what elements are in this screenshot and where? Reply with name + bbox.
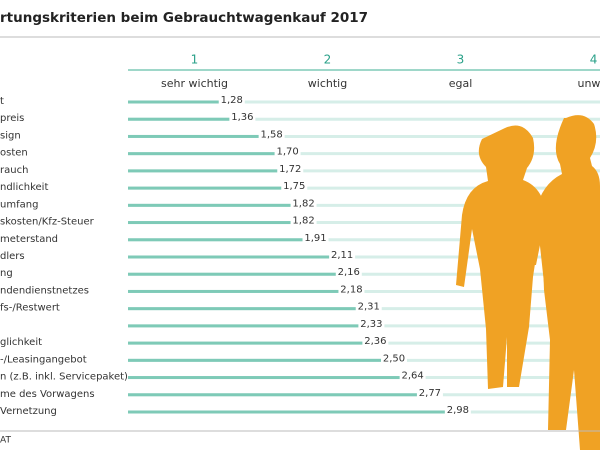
bar	[128, 152, 288, 156]
y-tick-label: fs-/Restwert	[0, 303, 60, 314]
man	[530, 115, 600, 450]
chart-title: rtungskriterien beim Gebrauchtwagenkauf …	[0, 10, 368, 26]
label-bg	[281, 180, 308, 193]
label-bg	[274, 145, 301, 158]
label-bg	[290, 214, 317, 227]
y-tick-label: dlers	[0, 251, 25, 262]
value-label: 2,98	[447, 405, 469, 416]
bar	[128, 272, 349, 276]
scale-label: sehr wichtig	[161, 77, 228, 90]
value-label: 1,82	[292, 216, 314, 227]
value-label: 2,77	[419, 388, 441, 399]
y-tick-label: rauch	[0, 165, 28, 176]
bar	[128, 186, 295, 190]
label-bg	[229, 111, 256, 124]
scale-label: wichtig	[308, 77, 347, 90]
value-label: 2,64	[401, 371, 423, 382]
label-bg	[329, 249, 356, 261]
y-tick-label: glichkeit	[0, 337, 42, 348]
value-label: 2,18	[340, 284, 362, 295]
bar	[128, 376, 413, 380]
label-bg	[358, 317, 385, 330]
bar	[128, 393, 430, 397]
bar	[128, 289, 352, 293]
label-bg	[302, 231, 329, 244]
value-label: 1,91	[304, 233, 326, 244]
y-tick-label: ndlichkeit	[0, 182, 48, 193]
bar	[128, 203, 304, 207]
value-label: 2,11	[331, 250, 353, 261]
x-tick-label: 3	[457, 53, 465, 67]
y-tick-label: -/Leasingangebot	[0, 354, 87, 365]
label-bg	[335, 266, 362, 279]
label-bg	[362, 335, 389, 348]
y-tick-label: umfang	[0, 199, 38, 210]
scale-label: unwic	[577, 77, 600, 90]
value-label: 1,72	[279, 164, 301, 175]
value-label: 1,28	[221, 95, 243, 106]
y-tick-label: me des Vorwagens	[0, 389, 95, 400]
x-tick-label: 4	[590, 53, 598, 67]
y-tick-label: meterstand	[0, 234, 58, 245]
value-label: 1,82	[292, 198, 314, 209]
bar	[128, 410, 458, 414]
label-bg	[355, 300, 382, 313]
label-bg	[416, 386, 443, 399]
label-bg	[258, 128, 285, 141]
source: AT	[0, 436, 11, 446]
bar	[128, 341, 376, 345]
bar	[128, 238, 316, 242]
y-tick-label: preis	[0, 113, 24, 124]
label-bg	[290, 197, 317, 210]
label-bg	[338, 283, 365, 296]
y-tick-label: osten	[0, 148, 28, 159]
value-label: 1,36	[231, 112, 253, 123]
bar	[128, 134, 272, 138]
bar	[128, 100, 232, 104]
y-tick-label: t	[0, 96, 4, 107]
silhouettes	[456, 115, 600, 450]
value-label: 2,50	[383, 353, 405, 364]
x-tick-label: 2	[324, 53, 332, 67]
bar	[128, 255, 343, 259]
scale-label: egal	[449, 77, 473, 90]
bar	[128, 169, 291, 173]
bar	[128, 358, 395, 362]
value-label: 1,75	[283, 181, 305, 192]
y-tick-label: ndendienstnetzes	[0, 285, 89, 296]
x-tick-label: 1	[191, 53, 199, 67]
label-bg	[381, 352, 408, 365]
y-tick-label: Vernetzung	[0, 406, 57, 417]
woman	[456, 125, 553, 390]
label-bg	[444, 404, 471, 416]
y-tick-label: ng	[0, 268, 13, 279]
bar	[128, 307, 369, 311]
value-label: 1,70	[276, 147, 298, 158]
label-bg	[277, 162, 304, 175]
value-label: 2,36	[364, 336, 386, 347]
bar	[128, 221, 304, 225]
y-tick-label: n (z.B. inkl. Servicepaket)	[0, 372, 128, 383]
value-label: 2,33	[360, 319, 382, 330]
value-label: 2,16	[338, 267, 360, 278]
label-bg	[218, 94, 245, 106]
bar	[128, 117, 243, 121]
value-label: 2,31	[358, 302, 380, 313]
value-label: 1,58	[261, 129, 283, 140]
y-tick-label: skosten/Kfz-Steuer	[0, 217, 95, 228]
y-tick-label: sign	[0, 130, 21, 141]
bar	[128, 324, 372, 328]
label-bg	[399, 369, 426, 382]
